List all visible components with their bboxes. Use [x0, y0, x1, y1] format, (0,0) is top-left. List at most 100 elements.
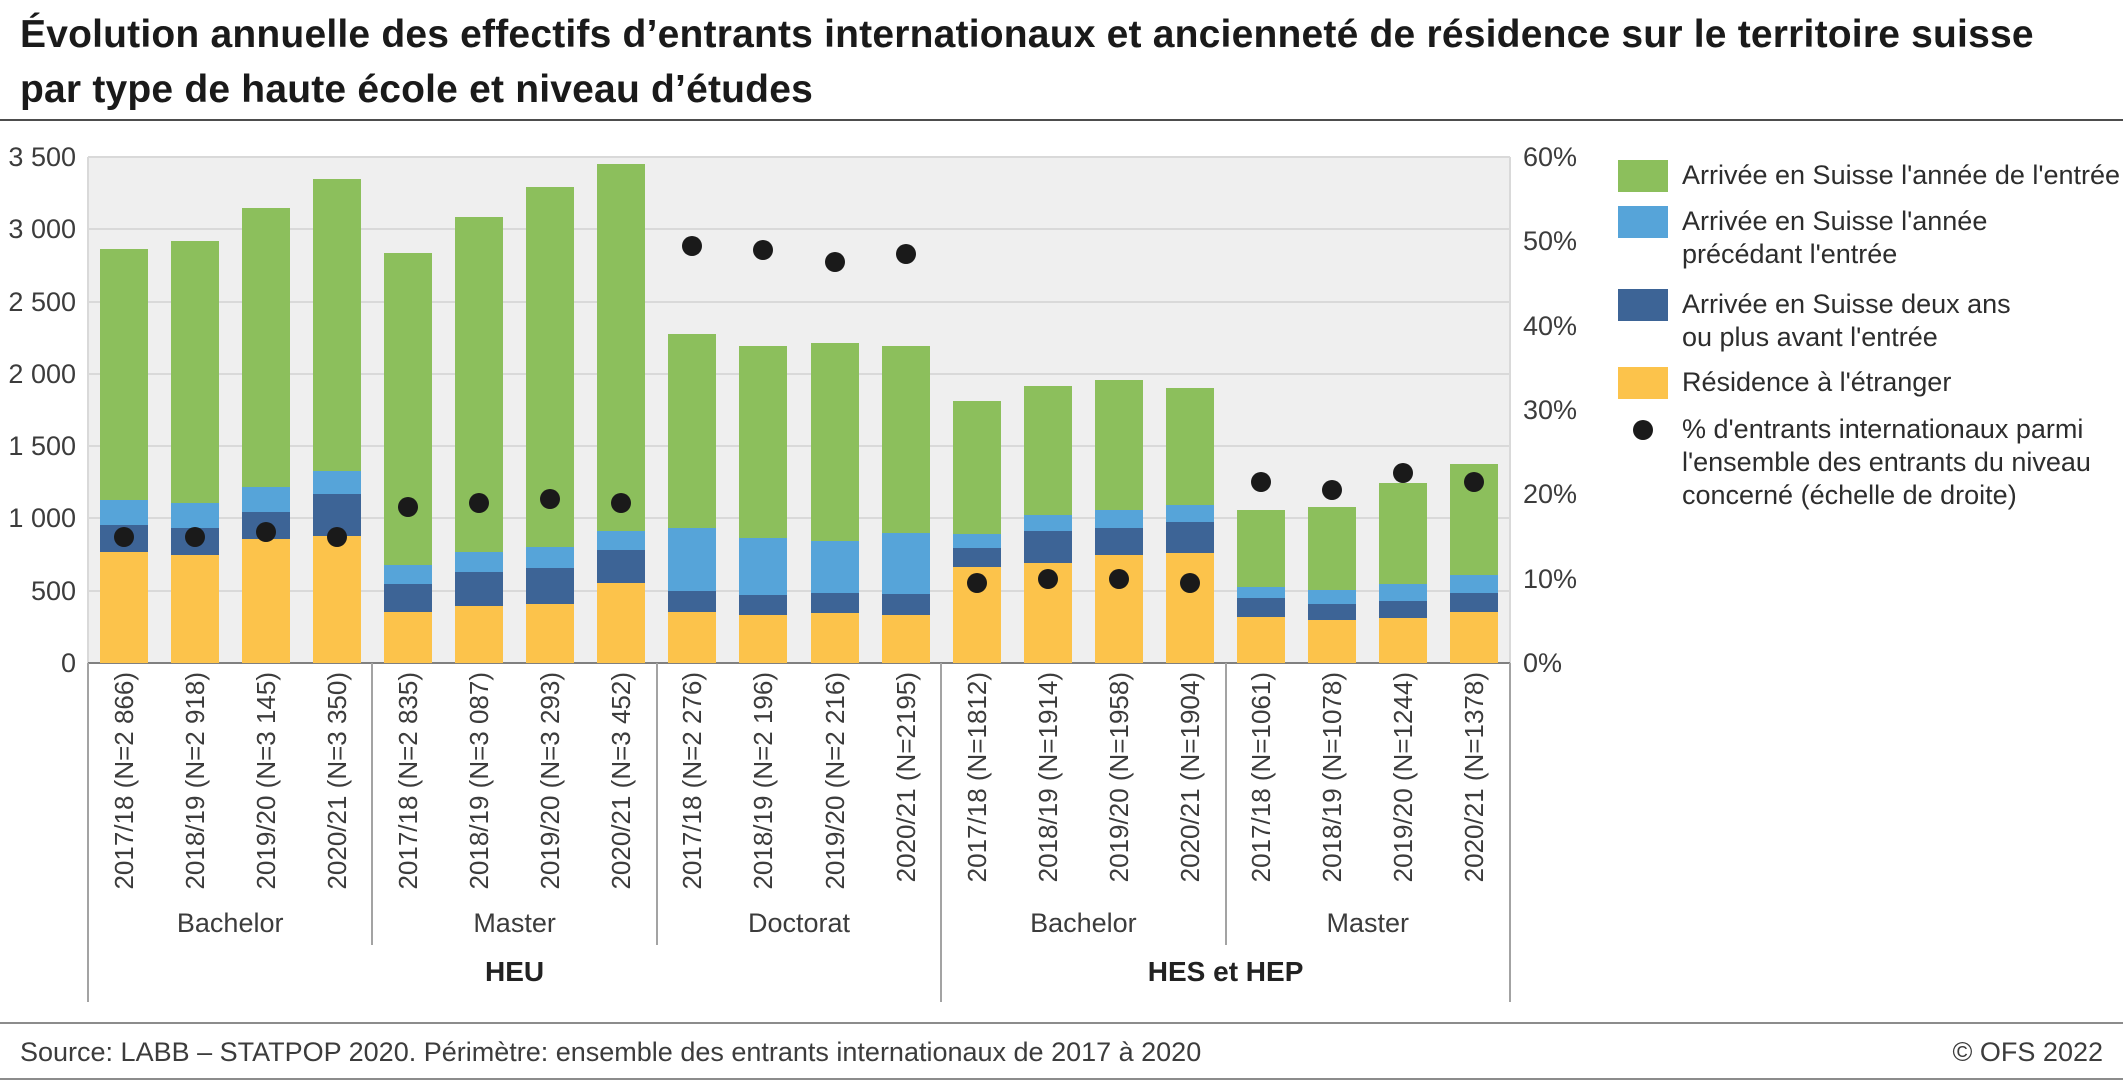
bar-segment-residence_etranger	[881, 615, 930, 663]
x-axis-category-label: 2017/18 (N=2 276)	[677, 672, 708, 890]
percentage-dot	[966, 572, 987, 593]
left-axis-tick-label: 1 500	[8, 431, 76, 462]
right-axis-tick-label: 40%	[1523, 310, 1578, 341]
bar-segment-residence_etranger	[1450, 611, 1499, 663]
bar-segment-arrivee_annee_precedente	[312, 470, 361, 494]
bar-segment-residence_etranger	[810, 613, 859, 663]
bar-segment-arrivee_annee_entree	[1166, 387, 1215, 505]
gridline	[88, 228, 1510, 231]
bar-segment-arrivee_annee_precedente	[526, 546, 575, 569]
bar-segment-arrivee_deux_ans_ou_plus	[526, 568, 575, 604]
bar-segment-arrivee_annee_precedente	[455, 551, 504, 572]
bar-segment-residence_etranger	[1166, 553, 1215, 663]
gridline	[88, 372, 1510, 375]
percentage-dot	[1037, 568, 1058, 589]
category-separator	[1509, 663, 1511, 945]
bar-segment-arrivee_annee_precedente	[1023, 514, 1072, 531]
percentage-dot	[895, 243, 916, 264]
bar-segment-arrivee_annee_entree	[881, 345, 930, 533]
bar-segment-arrivee_deux_ans_ou_plus	[1379, 600, 1428, 619]
percentage-dot	[1464, 471, 1485, 492]
legend-swatch-light_blue	[1618, 206, 1668, 238]
bar-segment-arrivee_annee_entree	[241, 208, 290, 488]
x-axis-category-label: 2020/21 (N=3 452)	[606, 672, 637, 890]
x-axis-category-label: 2020/21 (N=1378)	[1459, 672, 1490, 883]
bar-segment-residence_etranger	[1379, 618, 1428, 663]
x-axis-category-label: 2018/19 (N=2 196)	[748, 672, 779, 890]
bar-segment-arrivee_annee_precedente	[668, 527, 717, 591]
bar-segment-arrivee_deux_ans_ou_plus	[1166, 522, 1215, 554]
bar-segment-arrivee_annee_entree	[1237, 509, 1286, 588]
percentage-dot	[255, 522, 276, 543]
legend-swatch-dark_blue	[1618, 289, 1668, 321]
right-axis-tick-label: 30%	[1523, 395, 1578, 425]
bar-segment-arrivee_deux_ans_ou_plus	[1094, 527, 1143, 555]
bar-segment-residence_etranger	[668, 612, 717, 663]
bar-segment-arrivee_annee_precedente	[99, 500, 148, 525]
x-axis-category-label: 2018/19 (N=2 918)	[179, 672, 210, 890]
bar-segment-arrivee_deux_ans_ou_plus	[1308, 603, 1357, 620]
bar-segment-arrivee_annee_entree	[952, 401, 1001, 535]
legend-label: Arrivée en Suisse l'année précédant l'en…	[1682, 206, 1988, 269]
study-level-label: Doctorat	[747, 908, 851, 938]
bar-segment-arrivee_annee_entree	[597, 163, 646, 532]
bar-segment-residence_etranger	[1308, 619, 1357, 663]
school-type-label: HES et HEP	[1147, 956, 1304, 987]
percentage-dot	[1393, 463, 1414, 484]
bar-segment-arrivee_annee_precedente	[739, 537, 788, 596]
percentage-dot	[753, 239, 774, 260]
chart-title: Évolution annuelle des effectifs d’entra…	[20, 13, 2034, 111]
footer-divider-bottom	[0, 1078, 2123, 1080]
category-separator	[655, 663, 658, 945]
right-axis-tick-label: 10%	[1523, 563, 1578, 594]
school-type-separator	[940, 945, 943, 1002]
school-type-label: HEU	[485, 956, 545, 987]
percentage-dot	[113, 526, 134, 547]
gridline	[88, 300, 1510, 303]
right-axis-tick-label: 60%	[1523, 142, 1578, 172]
study-level-label: Bachelor	[1030, 908, 1137, 938]
left-axis-tick-label: 2 500	[8, 286, 76, 317]
percentage-dot	[326, 526, 347, 547]
gridline	[88, 156, 1510, 158]
bar-segment-arrivee_annee_entree	[1379, 483, 1428, 585]
x-axis-category-label: 2018/19 (N=3 087)	[464, 672, 495, 890]
percentage-dot	[184, 526, 205, 547]
x-axis-category-label: 2018/19 (N=1914)	[1032, 672, 1063, 883]
x-axis-category-label: 2020/21 (N=2195)	[890, 672, 921, 883]
bar-segment-residence_etranger	[597, 583, 646, 663]
x-axis-category-label: 2019/20 (N=3 145)	[250, 672, 281, 890]
plot-right-edge	[1509, 157, 1511, 663]
bar-segment-arrivee_annee_entree	[810, 342, 859, 541]
bar-segment-arrivee_annee_entree	[383, 253, 432, 566]
x-axis-category-label: 2020/21 (N=1904)	[1175, 672, 1206, 883]
bar-segment-residence_etranger	[241, 538, 290, 663]
percentage-dot	[682, 235, 703, 256]
bar-segment-arrivee_deux_ans_ou_plus	[455, 571, 504, 606]
bar-segment-arrivee_annee_precedente	[952, 534, 1001, 549]
bar-segment-residence_etranger	[170, 554, 219, 663]
bar-segment-arrivee_deux_ans_ou_plus	[810, 592, 859, 614]
bar-segment-arrivee_annee_entree	[739, 345, 788, 538]
bar-segment-arrivee_annee_precedente	[383, 565, 432, 585]
x-axis-category-label: 2019/20 (N=1244)	[1388, 672, 1419, 883]
category-separator	[87, 663, 89, 945]
legend-label: % d'entrants internationaux parmi l'ense…	[1682, 414, 2091, 510]
bar-segment-residence_etranger	[526, 603, 575, 663]
bar-segment-residence_etranger	[383, 611, 432, 663]
bar-segment-arrivee_annee_entree	[668, 333, 717, 528]
category-separator	[371, 663, 374, 945]
x-axis-category-label: 2017/18 (N=1812)	[961, 672, 992, 883]
bar-segment-arrivee_deux_ans_ou_plus	[739, 595, 788, 616]
legend-label: Arrivée en Suisse deux ans ou plus avant…	[1682, 289, 2011, 352]
bar-segment-arrivee_annee_entree	[170, 241, 219, 504]
left-axis-tick-label: 2 000	[8, 358, 76, 389]
bar-segment-arrivee_annee_precedente	[810, 540, 859, 593]
x-axis-category-label: 2019/20 (N=2 216)	[819, 672, 850, 890]
legend-swatch-green	[1618, 160, 1668, 192]
bar-segment-arrivee_annee_entree	[1023, 386, 1072, 515]
percentage-dot	[1180, 572, 1201, 593]
percentage-dot	[611, 492, 632, 513]
percentage-dot	[469, 492, 490, 513]
